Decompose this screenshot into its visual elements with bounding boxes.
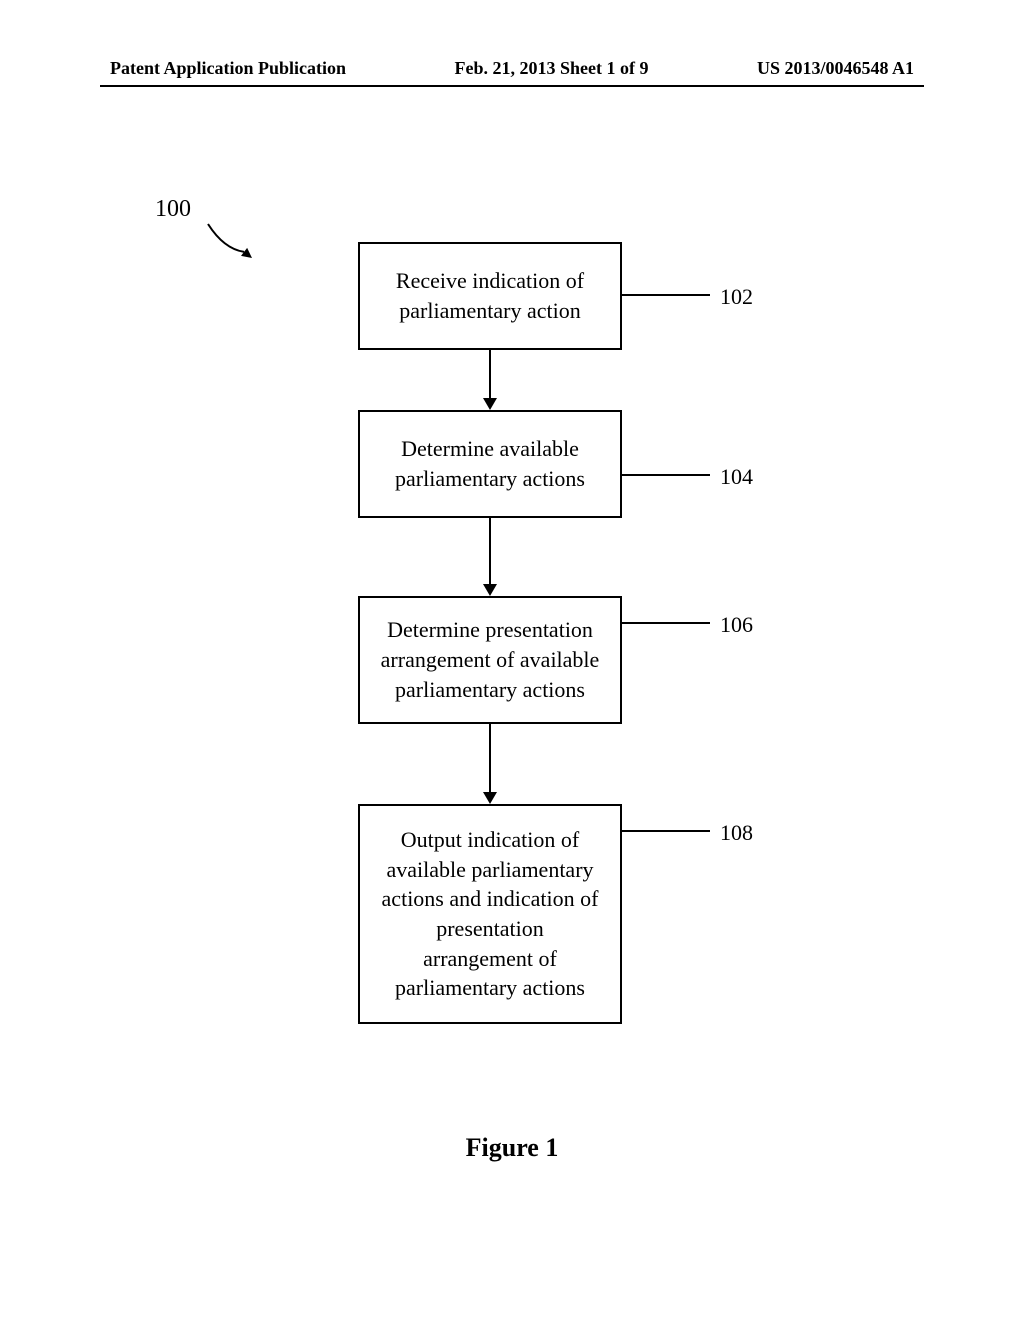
figure-reference-label: 100: [155, 196, 191, 223]
flowchart-arrow: [476, 724, 504, 804]
header-center: Feb. 21, 2013 Sheet 1 of 9: [455, 58, 649, 79]
flowchart-node: Determine presentation arrangement of av…: [358, 596, 622, 724]
header-line: Patent Application Publication Feb. 21, …: [0, 58, 1024, 85]
reference-connector: [622, 622, 710, 624]
flowchart-node: Output indication of available parliamen…: [358, 804, 622, 1024]
header-rule: [100, 85, 924, 87]
flowchart-arrow: [476, 350, 504, 410]
reference-connector: [622, 474, 710, 476]
flowchart-node-text: Determine available parliamentary action…: [380, 434, 600, 493]
reference-connector: [622, 830, 710, 832]
page-header: Patent Application Publication Feb. 21, …: [0, 58, 1024, 87]
flowchart-node-text: Determine presentation arrangement of av…: [380, 615, 600, 704]
flowchart-node-text: Output indication of available parliamen…: [380, 825, 600, 1003]
header-left: Patent Application Publication: [110, 58, 346, 79]
reference-label: 106: [720, 612, 753, 638]
reference-connector: [622, 294, 710, 296]
flowchart-node: Receive indication of parliamentary acti…: [358, 242, 622, 350]
page-root: Patent Application Publication Feb. 21, …: [0, 0, 1024, 1320]
header-right: US 2013/0046548 A1: [757, 58, 914, 79]
reference-label: 104: [720, 464, 753, 490]
figure-reference-arrow: [193, 209, 267, 273]
flowchart-node: Determine available parliamentary action…: [358, 410, 622, 518]
flowchart-node-text: Receive indication of parliamentary acti…: [380, 266, 600, 325]
figure-caption: Figure 1: [0, 1133, 1024, 1163]
reference-label: 108: [720, 820, 753, 846]
reference-label: 102: [720, 284, 753, 310]
flowchart-arrow: [476, 518, 504, 596]
